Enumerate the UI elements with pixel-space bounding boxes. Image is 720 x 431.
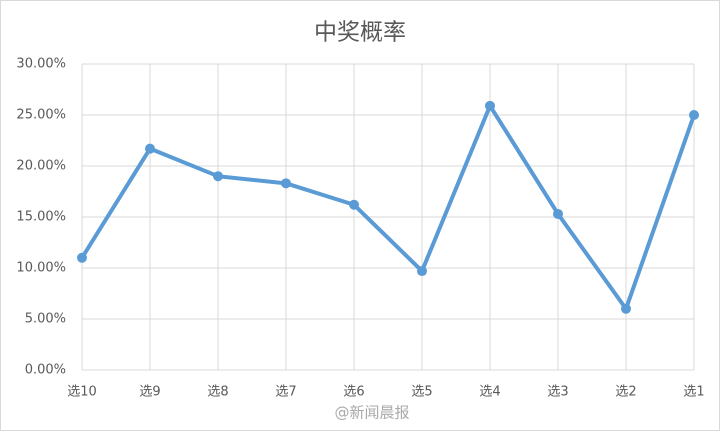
x-tick-label: 选1 xyxy=(683,385,704,400)
y-tick-label: 20.00% xyxy=(16,159,66,174)
y-tick-label: 10.00% xyxy=(16,261,66,276)
data-point xyxy=(349,199,359,210)
chart-title: 中奖概率 xyxy=(314,20,406,46)
data-point xyxy=(485,100,495,111)
x-tick-label: 选3 xyxy=(547,385,568,400)
data-point xyxy=(145,143,155,154)
y-tick-label: 30.00% xyxy=(16,57,66,72)
data-point xyxy=(281,178,291,189)
y-tick-label: 25.00% xyxy=(16,108,66,123)
data-point xyxy=(553,208,563,219)
y-tick-label: 0.00% xyxy=(25,363,66,378)
data-line xyxy=(80,103,696,311)
x-tick-label: 选8 xyxy=(207,385,228,400)
data-point xyxy=(213,171,223,182)
y-tick-label: 15.00% xyxy=(16,210,66,225)
x-tick-label: 选2 xyxy=(615,385,636,400)
x-tick-label: 选9 xyxy=(139,385,160,400)
data-point xyxy=(689,110,699,120)
x-tick-label: 选5 xyxy=(411,385,432,400)
x-tick-label: 选6 xyxy=(343,385,364,400)
data-point xyxy=(417,266,427,277)
y-tick-label: 5.00% xyxy=(25,312,66,327)
watermark: @新闻晨报 xyxy=(334,404,409,422)
x-tick-label: 选4 xyxy=(479,385,500,400)
x-tick-label: 选10 xyxy=(67,385,97,400)
data-point xyxy=(77,252,87,263)
data-point xyxy=(621,303,631,314)
x-tick-label: 选7 xyxy=(275,385,296,400)
